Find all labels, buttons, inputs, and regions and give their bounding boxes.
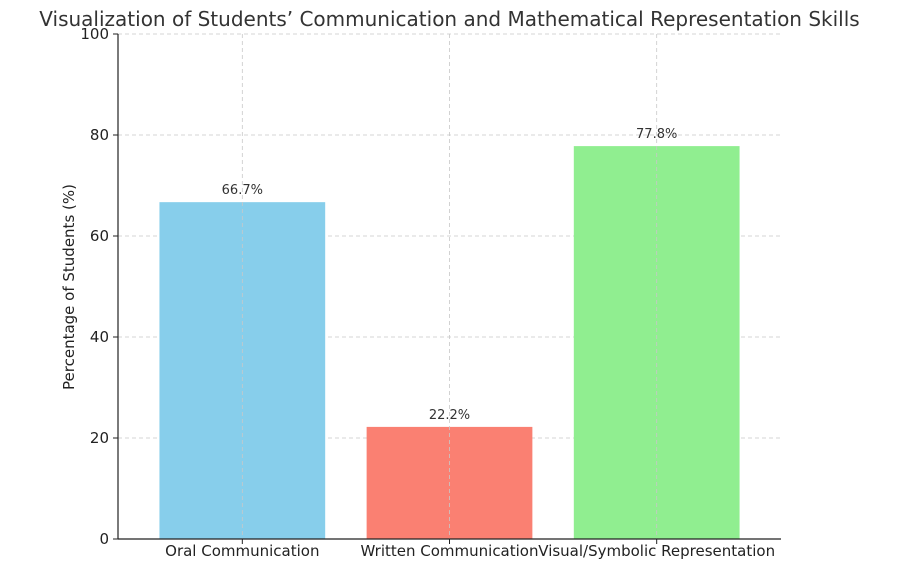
x-tick-label: Written Communication [361,542,539,560]
y-tick-label: 100 [80,25,109,43]
axes: 0 20 40 60 80 100 Oral Communication Written Co… [80,25,781,560]
bars: 66.7%22.2%77.8% [159,34,740,540]
y-axis-label: Percentage of Students (%) [60,184,78,390]
chart-title: Visualization of Students’ Communication… [39,7,859,31]
y-tick-label: 20 [90,429,109,447]
y-tick-label: 60 [90,227,109,245]
y-tick-label: 0 [99,530,109,548]
x-tick-label: Visual/Symbolic Representation [538,542,775,560]
x-tick-label: Oral Communication [165,542,319,560]
y-tick-label: 40 [90,328,109,346]
y-tick-label: 80 [90,126,109,144]
